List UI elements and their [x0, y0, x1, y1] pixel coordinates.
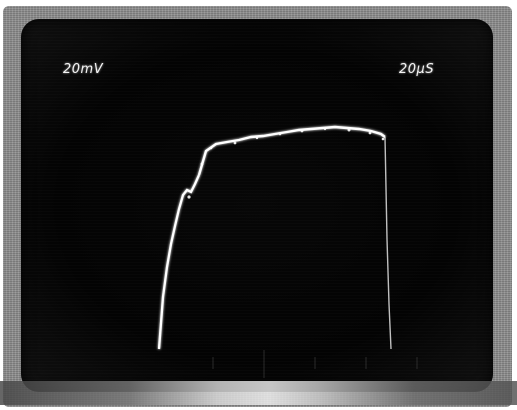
waveform-display: [33, 125, 491, 378]
oscilloscope-screen: 20mV 20μS: [21, 19, 493, 392]
time-per-division-label: 20μS: [399, 62, 435, 77]
oscilloscope-bezel: 20mV 20μS: [3, 6, 512, 407]
graticule-marks: [212, 350, 418, 378]
trace-noise: [187, 127, 385, 199]
lower-bezel-reflection: [0, 381, 517, 405]
pulse-top: [197, 125, 386, 176]
pulse-rise: [157, 174, 201, 350]
volts-per-division-label: 20mV: [63, 62, 104, 77]
pulse-fall: [384, 136, 392, 350]
